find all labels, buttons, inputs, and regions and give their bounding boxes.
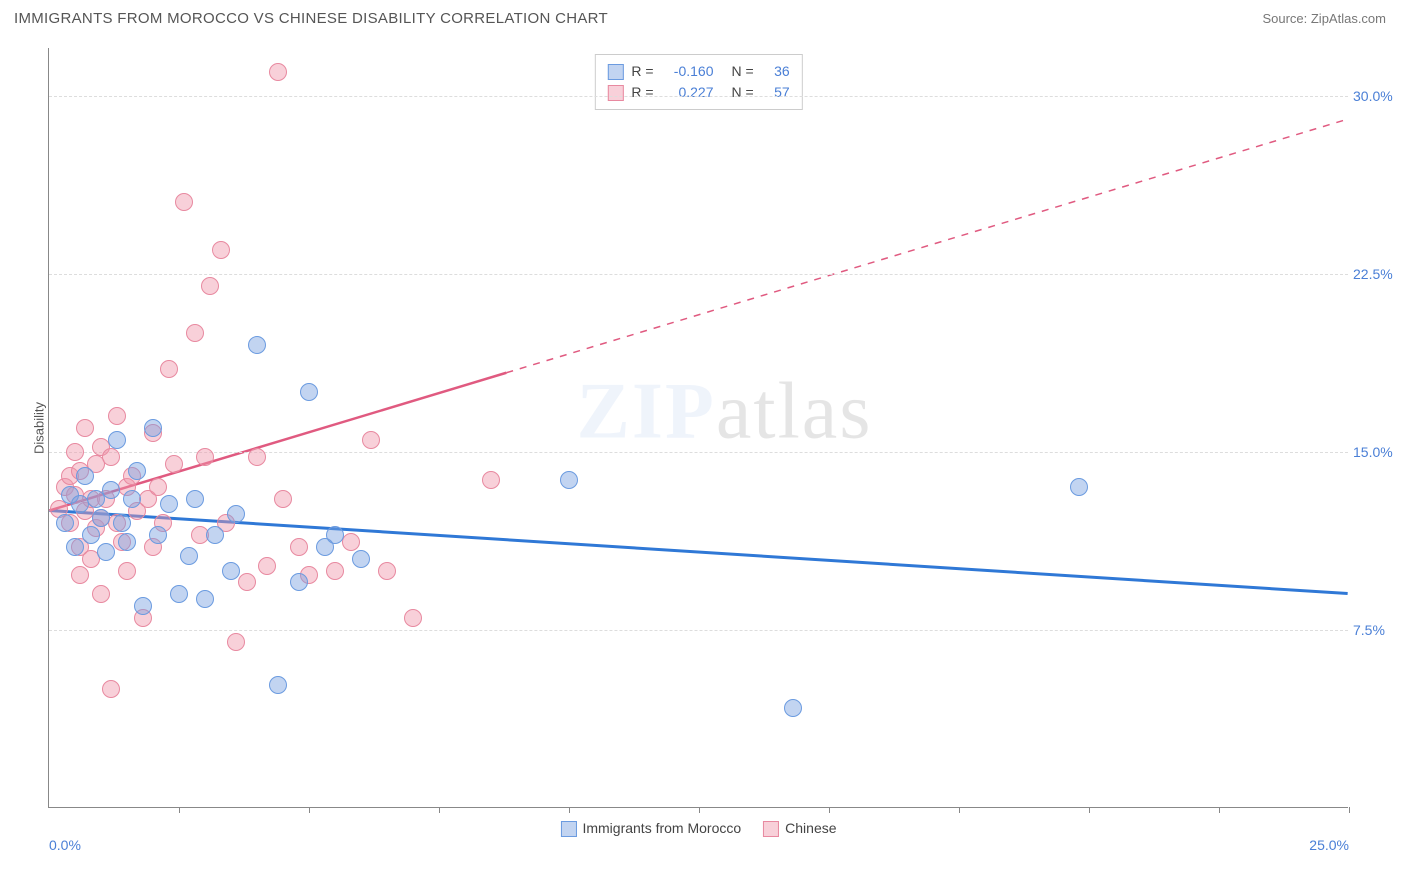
y-tick-label: 22.5% [1353, 266, 1406, 282]
data-point [160, 360, 178, 378]
data-point [144, 419, 162, 437]
legend-swatch [607, 85, 623, 101]
data-point [102, 481, 120, 499]
scatter-chart: Disability ZIPatlas R =-0.160N =36R =0.2… [48, 48, 1348, 808]
data-point [482, 471, 500, 489]
data-point [76, 467, 94, 485]
data-point [269, 676, 287, 694]
data-point [238, 573, 256, 591]
data-point [102, 448, 120, 466]
data-point [108, 431, 126, 449]
gridline [49, 96, 1348, 97]
data-point [206, 526, 224, 544]
data-point [149, 478, 167, 496]
data-point [290, 573, 308, 591]
gridline [49, 452, 1348, 453]
data-point [123, 490, 141, 508]
y-tick-label: 30.0% [1353, 88, 1406, 104]
data-point [170, 585, 188, 603]
data-point [102, 680, 120, 698]
x-tick [1219, 807, 1220, 813]
data-point [352, 550, 370, 568]
data-point [326, 526, 344, 544]
data-point [108, 407, 126, 425]
x-tick [699, 807, 700, 813]
x-tick-label: 0.0% [49, 837, 81, 853]
legend-swatch [607, 64, 623, 80]
data-point [248, 448, 266, 466]
x-tick [1089, 807, 1090, 813]
data-point [56, 514, 74, 532]
data-point [134, 597, 152, 615]
data-point [128, 462, 146, 480]
data-point [274, 490, 292, 508]
legend-stat-row: R =-0.160N =36 [607, 61, 789, 82]
data-point [76, 419, 94, 437]
data-point [300, 383, 318, 401]
x-tick [309, 807, 310, 813]
data-point [196, 448, 214, 466]
data-point [118, 533, 136, 551]
legend-item: Chinese [763, 820, 836, 837]
trend-lines [49, 48, 1348, 807]
y-axis-label: Disability [32, 401, 47, 453]
data-point [149, 526, 167, 544]
data-point [269, 63, 287, 81]
data-point [258, 557, 276, 575]
data-point [175, 193, 193, 211]
x-tick [829, 807, 830, 813]
data-point [784, 699, 802, 717]
data-point [1070, 478, 1088, 496]
data-point [97, 543, 115, 561]
x-tick [1349, 807, 1350, 813]
data-point [227, 633, 245, 651]
chart-header: IMMIGRANTS FROM MOROCCO VS CHINESE DISAB… [0, 0, 1406, 33]
watermark: ZIPatlas [576, 367, 872, 458]
data-point [186, 324, 204, 342]
data-point [92, 585, 110, 603]
source-label: Source: ZipAtlas.com [1262, 11, 1386, 26]
data-point [378, 562, 396, 580]
gridline [49, 274, 1348, 275]
legend-swatch [560, 821, 576, 837]
chart-title: IMMIGRANTS FROM MOROCCO VS CHINESE DISAB… [14, 10, 608, 27]
data-point [560, 471, 578, 489]
legend-stat-row: R =0.227N =57 [607, 82, 789, 103]
data-point [186, 490, 204, 508]
x-tick [959, 807, 960, 813]
data-point [404, 609, 422, 627]
data-point [196, 590, 214, 608]
legend-series: Immigrants from Morocco Chinese [560, 820, 836, 837]
legend-correlation: R =-0.160N =36R =0.227N =57 [594, 54, 802, 110]
data-point [66, 538, 84, 556]
legend-swatch [763, 821, 779, 837]
data-point [201, 277, 219, 295]
data-point [227, 505, 245, 523]
x-tick [569, 807, 570, 813]
x-tick-label: 25.0% [1309, 837, 1349, 853]
data-point [326, 562, 344, 580]
data-point [71, 566, 89, 584]
data-point [248, 336, 266, 354]
data-point [290, 538, 308, 556]
x-tick [439, 807, 440, 813]
data-point [82, 526, 100, 544]
gridline [49, 630, 1348, 631]
data-point [118, 562, 136, 580]
data-point [66, 443, 84, 461]
data-point [165, 455, 183, 473]
data-point [160, 495, 178, 513]
x-tick [179, 807, 180, 813]
data-point [92, 509, 110, 527]
data-point [342, 533, 360, 551]
y-tick-label: 7.5% [1353, 622, 1406, 638]
data-point [362, 431, 380, 449]
data-point [113, 514, 131, 532]
legend-item: Immigrants from Morocco [560, 820, 741, 837]
y-tick-label: 15.0% [1353, 444, 1406, 460]
data-point [222, 562, 240, 580]
data-point [180, 547, 198, 565]
data-point [212, 241, 230, 259]
